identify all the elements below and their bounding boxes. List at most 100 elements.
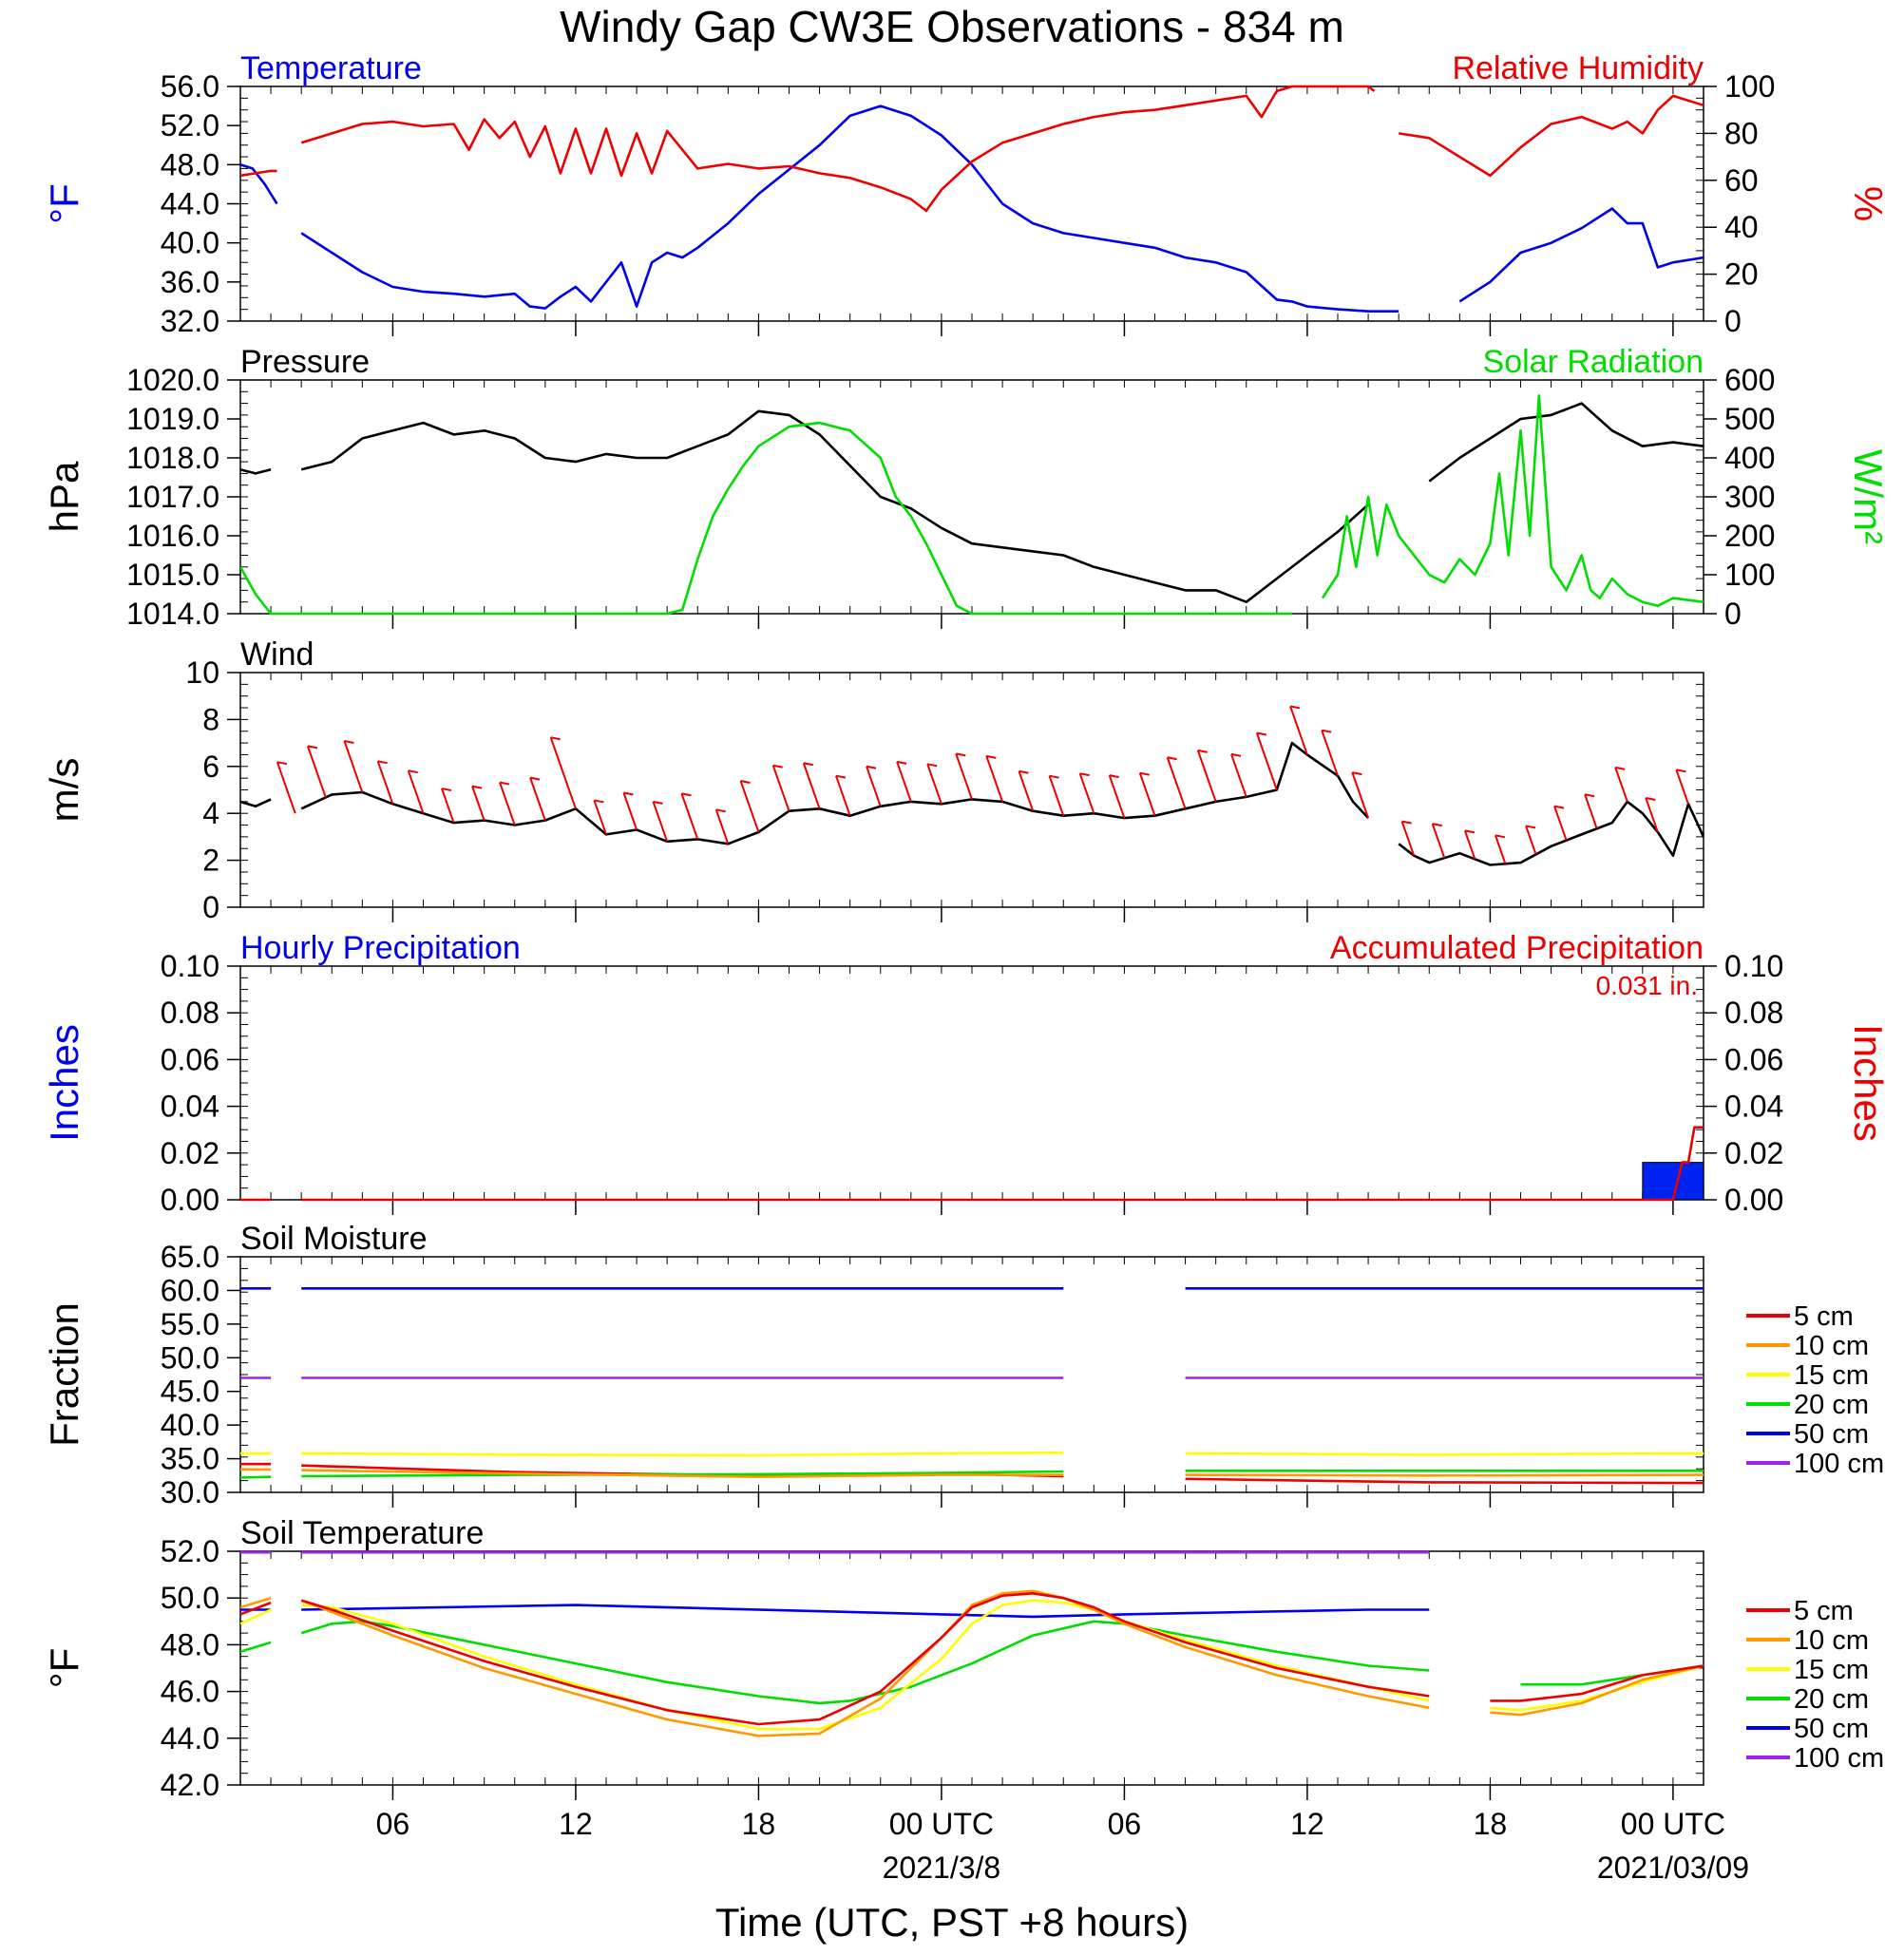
- wind-barb: [926, 763, 942, 805]
- y-tick-label: 0.06: [161, 1042, 219, 1076]
- y2-tick-label: 200: [1724, 519, 1775, 553]
- wind-barb-flag: [471, 785, 483, 789]
- panel-title-left: Temperature: [240, 50, 422, 86]
- wind-barb: [1525, 826, 1537, 855]
- y-tick-label: 40.0: [161, 226, 219, 260]
- wind-barb: [1431, 823, 1446, 859]
- wind-barb-flag: [1432, 823, 1442, 827]
- wind-barb-flag: [986, 754, 997, 759]
- wind-barb-flag: [1322, 729, 1332, 733]
- y-tick-label: 1014.0: [126, 597, 219, 631]
- wind-barb: [652, 801, 669, 843]
- y-tick-label: 45.0: [161, 1375, 219, 1409]
- series-line: [240, 1126, 1704, 1202]
- y-tick-label: 1019.0: [126, 402, 219, 436]
- wind-barb-flag: [1139, 771, 1150, 776]
- series-line: [240, 741, 1704, 866]
- panel-2: 10 8 6 4 2 0 Wind m/s: [42, 636, 1704, 924]
- wind-barb: [343, 740, 364, 793]
- y2-axis-title: W/m²: [1846, 449, 1891, 544]
- wind-barb: [1166, 756, 1187, 809]
- y-tick-label: 2: [202, 844, 219, 878]
- y-tick-label: 52.0: [161, 108, 219, 142]
- y2-tick-label: 100: [1724, 69, 1775, 104]
- wind-barb: [835, 775, 851, 817]
- panel-4: 65.060.055.050.045.040.035.030.0 Soil Moi…: [42, 1221, 1884, 1509]
- wind-barb: [276, 761, 296, 814]
- series-line-15cm: [240, 1599, 1704, 1731]
- wind-barb-flag: [772, 764, 783, 769]
- wind-barb-flag: [1079, 772, 1090, 777]
- y-tick-label: 40.0: [161, 1408, 219, 1442]
- y2-tick-label: 300: [1724, 480, 1775, 514]
- y-tick-label: 0.10: [161, 949, 219, 983]
- wind-barb: [1463, 830, 1476, 860]
- wind-barb-flag: [1614, 766, 1626, 770]
- x-tick-label: 00 UTC: [889, 1807, 994, 1841]
- legend-label: 15 cm: [1794, 1360, 1869, 1391]
- wind-barb: [471, 786, 486, 821]
- wind-barb: [1108, 774, 1126, 819]
- wind-barb-flag: [956, 752, 966, 757]
- wind-barb-flag: [1525, 825, 1536, 829]
- wind-barb: [680, 793, 699, 840]
- y2-axis-title: %: [1846, 186, 1891, 221]
- y-tick-label: 35.0: [161, 1442, 219, 1476]
- panel-title-left: Soil Moisture: [240, 1221, 428, 1257]
- panel-title-left: Soil Temperature: [240, 1515, 484, 1551]
- accumulated-total-label: 0.031 in.: [1596, 971, 1698, 1000]
- wind-barb: [1400, 821, 1416, 856]
- legend-label: 10 cm: [1794, 1331, 1869, 1361]
- y-tick-label: 52.0: [161, 1534, 219, 1568]
- x-tick-label: 18: [742, 1807, 776, 1841]
- y-tick-label: 50.0: [161, 1581, 219, 1615]
- legend-label: 5 cm: [1794, 1596, 1854, 1626]
- series-line: [240, 104, 1704, 313]
- y-tick-label: 44.0: [161, 1721, 219, 1756]
- y-tick-label: 55.0: [161, 1307, 219, 1341]
- wind-barb-flag: [927, 763, 938, 768]
- y-tick-label: 0.00: [161, 1183, 219, 1217]
- chart-panels: 56.052.048.044.040.036.032.0100806040200…: [42, 50, 1891, 1802]
- wind-barb: [1495, 834, 1507, 864]
- legend-label: 100 cm: [1794, 1449, 1884, 1479]
- x-tick-label: 06: [1108, 1807, 1142, 1841]
- legend-label: 20 cm: [1794, 1390, 1869, 1420]
- y-tick-label: 0: [202, 890, 219, 924]
- plot-frame: [239, 1256, 1704, 1493]
- plot-frame: [239, 1550, 1704, 1786]
- wind-barb-flag: [1167, 756, 1177, 761]
- wind-barb: [1321, 730, 1339, 777]
- wind-barb: [306, 746, 327, 798]
- wind-barb: [1048, 775, 1065, 817]
- wind-barb-flag: [441, 788, 452, 792]
- y-tick-label: 6: [202, 750, 219, 784]
- wind-barb: [1614, 767, 1628, 803]
- time-axis: 06 12 18 00 UTC 2021/3/8 06 12 18 00 UTC 2021/03/…: [376, 1807, 1749, 1885]
- wind-barb: [441, 788, 455, 824]
- wind-barb-flag: [1049, 774, 1059, 779]
- wind-barb-flag: [1352, 771, 1362, 776]
- wind-barb-flag: [1495, 834, 1506, 839]
- wind-barb-flag: [344, 739, 354, 744]
- wind-barb-flag: [1676, 769, 1686, 773]
- wind-barb: [1675, 769, 1689, 805]
- series-line-20cm: [240, 1470, 1704, 1479]
- wind-barb-flag: [307, 745, 318, 750]
- legend-label: 5 cm: [1794, 1301, 1854, 1332]
- wind-barb-flag: [803, 762, 813, 767]
- x-date-label: 2021/3/8: [883, 1851, 1001, 1885]
- wind-barb: [955, 753, 973, 800]
- wind-barb-flag: [866, 765, 877, 769]
- panel-title-right: Relative Humidity: [1452, 50, 1704, 86]
- panel-0: 56.0 52.0 48.0 44.0 40.0 36.0 32.0 100 80 60 40 20 0…: [42, 50, 1891, 338]
- wind-barb: [622, 792, 638, 830]
- panel-5: 52.0 50.0 48.0 46.0 44.0 42.0 Soil Temperature…: [42, 1515, 1884, 1802]
- y-tick-label: 60.0: [161, 1273, 219, 1307]
- y2-tick-label: 60: [1724, 163, 1759, 198]
- wind-barb: [499, 782, 516, 826]
- y2-tick-label: 20: [1724, 257, 1759, 292]
- wind-barb: [1553, 806, 1568, 841]
